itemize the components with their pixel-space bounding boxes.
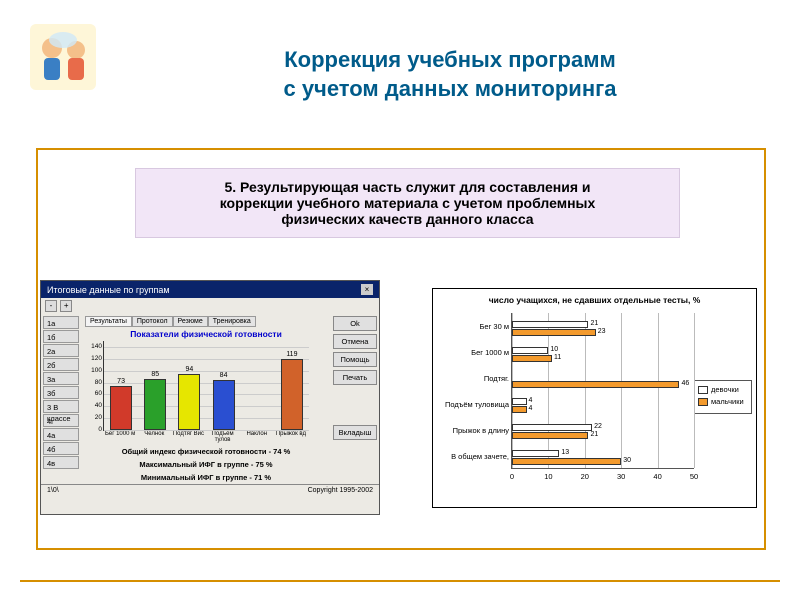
intro-line-2: коррекции учебного материала с учетом пр…	[154, 195, 661, 211]
hbar	[512, 381, 679, 388]
slide: Коррекция учебных программ с учетом данн…	[0, 0, 800, 600]
failed-tests-chart: число учащихся, не сдавших отдельные тес…	[432, 288, 757, 508]
group-row[interactable]: 2а	[43, 344, 79, 357]
group-row[interactable]: 3б	[43, 386, 79, 399]
legend: девочки мальчики	[694, 380, 752, 414]
group-row[interactable]: 1б	[43, 330, 79, 343]
category-label: Бег 30 м	[435, 322, 509, 331]
title-line-2: с учетом данных мониторинга	[160, 75, 740, 104]
results-dialog: Итоговые данные по группам × - + 1а1б2а2…	[40, 280, 380, 515]
category-label: Прыжок в длину	[435, 426, 509, 435]
group-row[interactable]: 3 В классе	[43, 400, 79, 413]
bar	[178, 374, 200, 430]
category-label: В общем зачете,	[435, 452, 509, 461]
category-labels: Бег 30 м Бег 1000 м Подтяг. Подъём туловища…	[433, 307, 511, 487]
summary-line-3: Минимальный ИФГ в группе - 71 %	[85, 473, 327, 482]
tab-1[interactable]: Протокол	[132, 316, 173, 327]
hbar	[512, 355, 552, 362]
category-label: Подтяг.	[435, 374, 509, 383]
intro-box: 5. Результирующая часть служит для соста…	[135, 168, 680, 238]
summary-line-2: Максимальный ИФГ в группе - 75 %	[85, 460, 327, 469]
group-row[interactable]: 4б	[43, 442, 79, 455]
zoom-row: - +	[41, 298, 379, 314]
hbar	[512, 329, 596, 336]
button-column: Ok Отмена Помощь Печать Вкладыш	[331, 314, 379, 484]
plot-area: 0102030405021231011464422211330	[511, 313, 694, 469]
tab-3[interactable]: Тренировка	[208, 316, 256, 327]
inner-chart-title: Показатели физической готовности	[85, 329, 327, 339]
hbar	[512, 398, 527, 405]
intro-line-1: 5. Результирующая часть служит для соста…	[154, 179, 661, 195]
frame-left	[36, 148, 38, 550]
bar	[110, 386, 132, 430]
zoom-plus-button[interactable]: +	[60, 300, 72, 312]
dialog-button[interactable]: Ok	[333, 316, 377, 331]
status-right: Copyright 1995-2002	[308, 487, 373, 494]
title-line-1: Коррекция учебных программ	[160, 46, 740, 75]
hbar	[512, 406, 527, 413]
tab-0[interactable]: Результаты	[85, 316, 132, 327]
group-row[interactable]: 4в	[43, 456, 79, 469]
bar-chart-xlabels: Бег 1000 мЧелнокПодтяг ВисПодъём туловНа…	[103, 431, 308, 443]
hbar	[512, 321, 588, 328]
zoom-minus-button[interactable]: -	[45, 300, 57, 312]
bar	[281, 359, 303, 430]
frame-footer	[20, 580, 780, 582]
hbar	[512, 424, 592, 431]
group-row[interactable]: 3а	[43, 372, 79, 385]
tabs: РезультатыПротоколРезюмеТренировка	[85, 316, 327, 327]
hbar	[512, 432, 588, 439]
hbar	[512, 450, 559, 457]
slide-title: Коррекция учебных программ с учетом данн…	[160, 46, 740, 103]
status-left: 1\0\	[47, 487, 59, 494]
legend-item: мальчики	[698, 397, 748, 406]
status-bar: 1\0\ Copyright 1995-2002	[41, 484, 379, 496]
frame-right	[764, 148, 766, 550]
frame-top	[36, 148, 766, 150]
right-chart-title: число учащихся, не сдавших отдельные тес…	[433, 289, 756, 307]
group-row[interactable]: 1а	[43, 316, 79, 329]
summary-line-1: Общий индекс физической готовности - 74 …	[85, 447, 327, 456]
category-label: Подъём туловища	[435, 400, 509, 409]
hbar	[512, 458, 621, 465]
dialog-titlebar[interactable]: Итоговые данные по группам ×	[41, 281, 379, 298]
category-label: Бег 1000 м	[435, 348, 509, 357]
corner-illustration	[28, 22, 98, 92]
group-list: 1а1б2а2б3а3б3 В классе4г4а4б4в	[41, 314, 81, 484]
tab-2[interactable]: Резюме	[173, 316, 208, 327]
bar	[144, 379, 166, 430]
dialog-title: Итоговые данные по группам	[47, 285, 170, 295]
close-icon[interactable]: ×	[361, 284, 373, 295]
group-row[interactable]: 2б	[43, 358, 79, 371]
hbar	[512, 347, 548, 354]
dialog-button[interactable]: Отмена	[333, 334, 377, 349]
intro-line-3: физических качеств данного класса	[154, 211, 661, 227]
chart-panel: РезультатыПротоколРезюмеТренировка Показ…	[81, 314, 331, 484]
dialog-button[interactable]: Помощь	[333, 352, 377, 367]
dialog-button[interactable]: Печать	[333, 370, 377, 385]
bar	[213, 380, 235, 430]
group-row[interactable]: 4а	[43, 428, 79, 441]
dialog-button[interactable]: Вкладыш	[333, 425, 377, 440]
bar-chart: 02040608010012014073859484119	[103, 341, 308, 431]
legend-item: девочки	[698, 385, 748, 394]
frame-bottom	[36, 548, 766, 550]
